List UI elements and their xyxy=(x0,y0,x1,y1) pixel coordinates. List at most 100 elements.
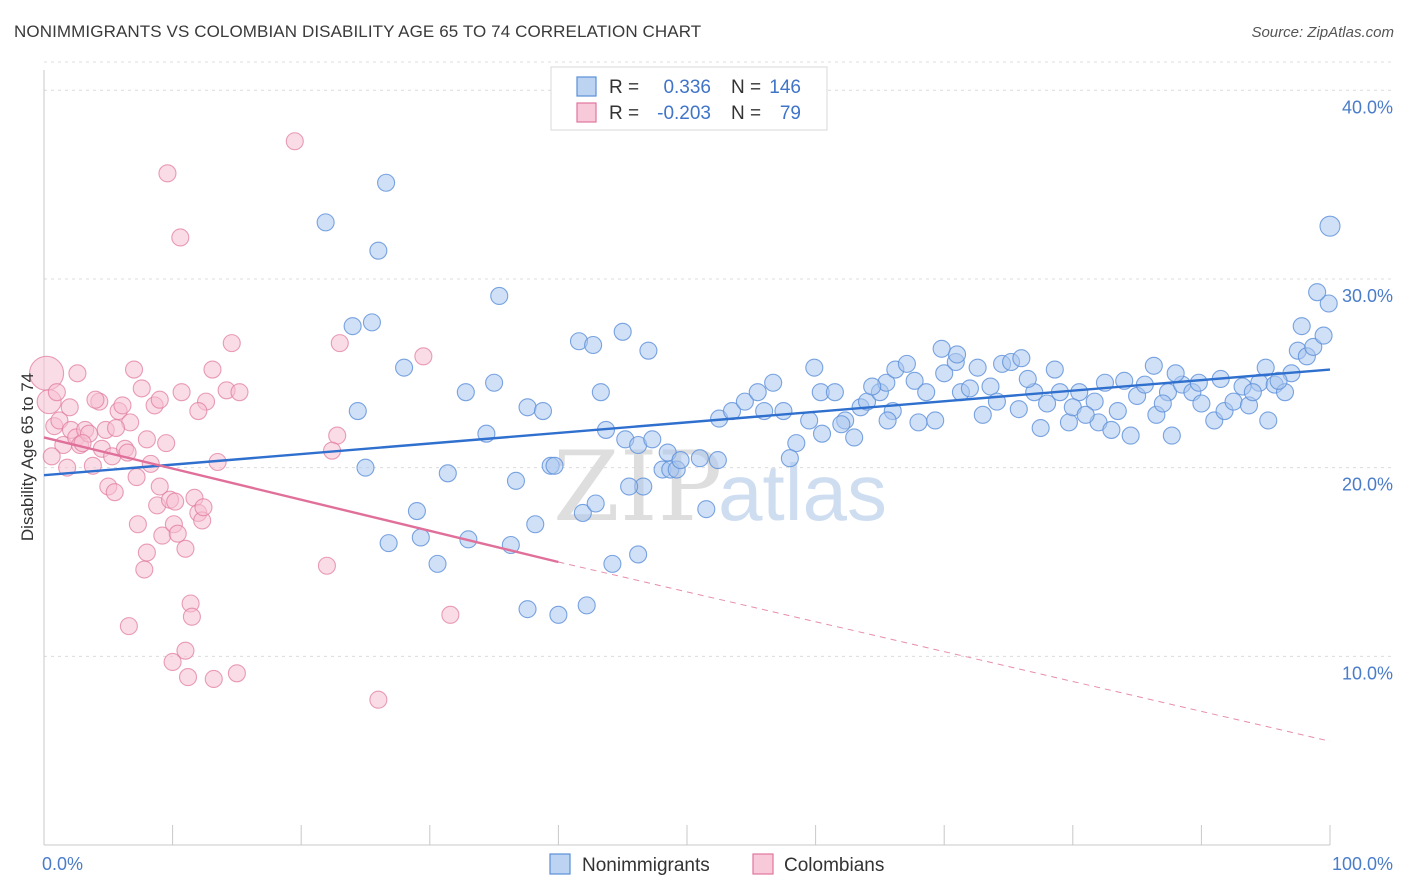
source-label: Source: ZipAtlas.com xyxy=(1251,24,1394,41)
nonimmigrants-point xyxy=(748,383,767,402)
colombians-point xyxy=(157,434,176,453)
legend-bottom-label-nonimmigrants: Nonimmigrants xyxy=(582,855,710,876)
colombians-point xyxy=(194,498,213,517)
nonimmigrants-point xyxy=(518,600,537,619)
nonimmigrants-point xyxy=(456,383,475,402)
colombians-point xyxy=(68,364,87,383)
legend-top: R = 0.336 N = 146 R = -0.203 N = 79 xyxy=(550,66,828,131)
nonimmigrants-point xyxy=(845,428,864,447)
nonimmigrants-point xyxy=(411,528,430,547)
colombians-point xyxy=(166,492,185,511)
nonimmigrants-point xyxy=(1031,418,1050,438)
nonimmigrants-point xyxy=(787,434,806,453)
nonimmigrants-point xyxy=(960,379,979,398)
nonimmigrants-point xyxy=(805,358,824,377)
nonimmigrants-point xyxy=(917,383,936,402)
nonimmigrants-point xyxy=(764,373,783,392)
legend-bottom-swatch-blue xyxy=(549,853,571,875)
colombians-point xyxy=(441,605,460,624)
nonimmigrants-point xyxy=(780,449,799,468)
nonimmigrants-point xyxy=(1012,349,1031,368)
legend-bottom: Nonimmigrants Colombians xyxy=(549,853,884,876)
nonimmigrants-point xyxy=(1102,420,1121,439)
colombians-point xyxy=(42,447,61,466)
y-tick-label: 30.0% xyxy=(1342,286,1393,306)
nonimmigrants-point xyxy=(356,458,375,477)
nonimmigrants-point xyxy=(518,398,537,417)
colombians-point xyxy=(137,543,156,562)
nonimmigrants-point xyxy=(935,364,954,383)
nonimmigrants-point xyxy=(1308,283,1327,302)
nonimmigrants-point xyxy=(348,401,367,421)
nonimmigrants-point xyxy=(897,354,916,373)
chart-title: NONIMMIGRANTS VS COLOMBIAN DISABILITY AG… xyxy=(14,22,702,41)
colombians-point xyxy=(414,347,433,366)
y-axis-title: Disability Age 65 to 74 xyxy=(18,373,37,541)
colombians-point xyxy=(182,607,201,626)
grid-lines xyxy=(44,61,1393,657)
colombians-point xyxy=(163,652,182,672)
trend-lines xyxy=(43,368,1331,742)
colombians-point xyxy=(158,164,177,183)
colombians-point xyxy=(369,690,388,709)
nonimmigrants-point xyxy=(577,596,596,615)
colombians-point xyxy=(105,483,124,502)
nonimmigrants-point xyxy=(1292,317,1311,336)
nonimmigrants-point xyxy=(981,377,1000,396)
legend-swatch-blue xyxy=(576,76,597,97)
legend-r-label-1: R = xyxy=(609,103,639,124)
nonimmigrants-point xyxy=(863,377,882,396)
colombians-point xyxy=(176,641,195,660)
nonimmigrants-point xyxy=(526,515,545,534)
nonimmigrants-point xyxy=(407,501,426,521)
nonimmigrants-point xyxy=(1259,411,1278,430)
nonimmigrants-point xyxy=(545,456,564,475)
legend-n-value-0: 146 xyxy=(769,77,801,98)
colombians-point xyxy=(124,360,144,379)
nonimmigrants-point xyxy=(1256,358,1275,377)
nonimmigrants-point xyxy=(629,545,648,564)
y-tick-labels: 10.0% 20.0% 30.0% 40.0% xyxy=(1342,97,1393,683)
nonimmigrants-point xyxy=(573,503,592,522)
nonimmigrants-point xyxy=(697,500,716,519)
legend-r-value-1: -0.203 xyxy=(657,103,711,124)
nonimmigrants-point xyxy=(1319,215,1341,237)
x-tick-label-max: 100.0% xyxy=(1332,854,1393,874)
colombians-point xyxy=(203,360,222,379)
nonimmigrants-point xyxy=(1045,360,1064,379)
colombians-point xyxy=(60,398,79,417)
colombians-point xyxy=(150,477,169,496)
legend-n-label-0: N = xyxy=(731,77,761,98)
nonimmigrants-point xyxy=(438,464,457,483)
colombians-point xyxy=(328,426,347,445)
nonimmigrants-point xyxy=(506,471,526,490)
nonimmigrants-point xyxy=(584,335,603,355)
nonimmigrants-point xyxy=(812,424,832,443)
nonimmigrants-point xyxy=(1153,394,1172,413)
nonimmigrants-point xyxy=(1076,405,1095,424)
legend-bottom-label-colombians: Colombians xyxy=(784,855,884,876)
colombians-point xyxy=(127,468,146,487)
nonimmigrants-point xyxy=(377,173,396,192)
colombians-point xyxy=(176,539,195,558)
colombians-point xyxy=(150,390,169,409)
colombians-trend-line xyxy=(43,436,559,564)
nonimmigrants-point xyxy=(1314,326,1333,345)
nonimmigrants-point xyxy=(932,339,951,358)
colombians-point xyxy=(86,390,105,409)
y-tick-label: 40.0% xyxy=(1342,97,1393,117)
nonimmigrants-point xyxy=(1319,294,1338,313)
nonimmigrants-point xyxy=(613,322,632,341)
colombians-point xyxy=(227,664,246,683)
colombians-point xyxy=(128,515,147,534)
legend-n-label-1: N = xyxy=(731,103,761,124)
nonimmigrants-point xyxy=(639,341,658,360)
nonimmigrants-point xyxy=(1304,337,1323,356)
nonimmigrants-trend-line xyxy=(43,368,1331,477)
colombians-point xyxy=(317,556,336,575)
nonimmigrants-point xyxy=(1009,400,1028,419)
nonimmigrants-point xyxy=(395,358,414,377)
nonimmigrants-point xyxy=(800,411,819,430)
colombians-points xyxy=(29,132,460,709)
colombians-point xyxy=(189,401,208,421)
